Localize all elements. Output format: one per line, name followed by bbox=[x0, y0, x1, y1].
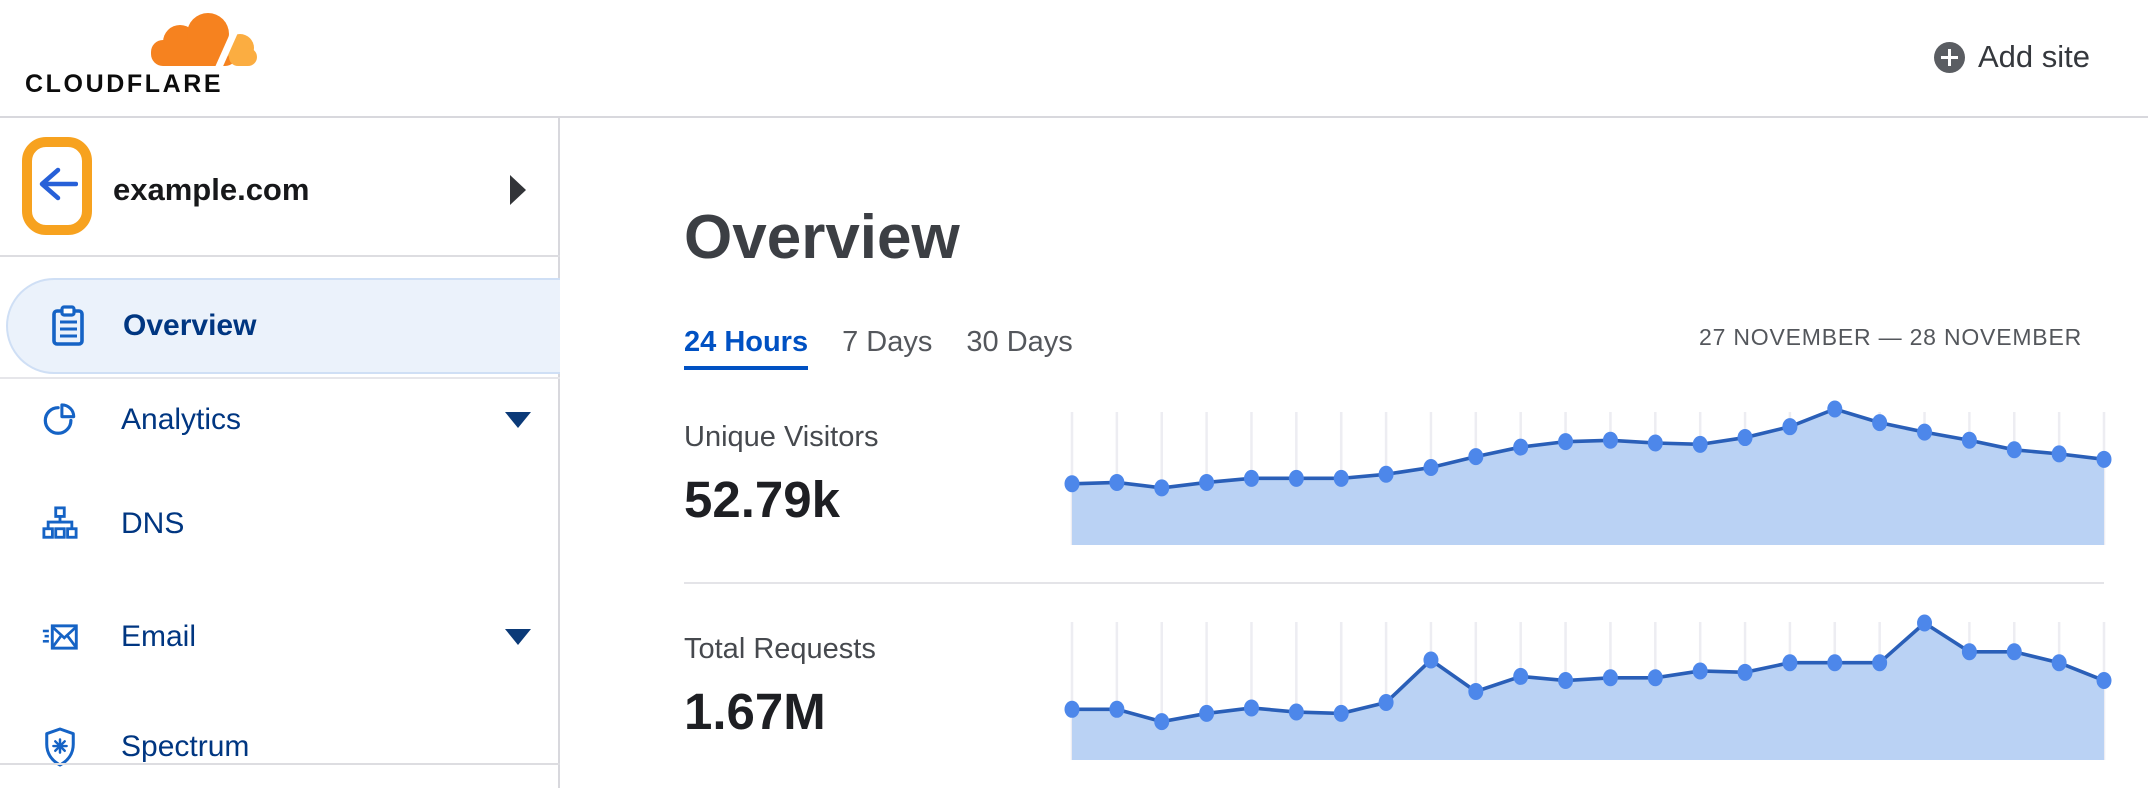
time-range-tabs: 24 Hours 7 Days 30 Days bbox=[684, 326, 1073, 370]
sidebar-item-label: Spectrum bbox=[121, 730, 250, 763]
plus-icon bbox=[1933, 41, 1965, 73]
sidebar-item-dns[interactable]: DNS bbox=[0, 493, 560, 555]
sidebar-item-label: Analytics bbox=[121, 403, 242, 436]
site-name[interactable]: example.com bbox=[113, 172, 310, 207]
sidebar: example.com Overview bbox=[0, 118, 560, 788]
top-header: CLOUDFLARE Add site bbox=[0, 0, 2148, 118]
pie-chart-icon bbox=[42, 400, 78, 440]
add-site-button[interactable]: Add site bbox=[1933, 38, 2090, 76]
sidebar-item-analytics[interactable]: Analytics bbox=[0, 389, 560, 451]
main-content: Overview 24 Hours 7 Days 30 Days 27 NOVE… bbox=[562, 118, 2148, 788]
annotation-highlight bbox=[22, 137, 92, 235]
back-button[interactable] bbox=[32, 147, 82, 225]
divider bbox=[684, 582, 2104, 584]
metric-label-unique-visitors: Unique Visitors bbox=[684, 421, 879, 453]
metric-label-total-requests: Total Requests bbox=[684, 633, 876, 665]
triangle-right-icon[interactable] bbox=[510, 175, 526, 205]
cloudflare-logo[interactable]: CLOUDFLARE bbox=[25, 8, 265, 100]
page-title: Overview bbox=[684, 203, 960, 272]
arrow-left-icon bbox=[36, 166, 79, 207]
sitemap-icon bbox=[42, 504, 78, 544]
divider bbox=[0, 255, 560, 257]
sidebar-item-label: Email bbox=[121, 620, 197, 653]
tab-30-days[interactable]: 30 Days bbox=[966, 326, 1073, 358]
chart-total-requests[interactable] bbox=[1064, 612, 2112, 764]
date-range-label: 27 NOVEMBER — 28 NOVEMBER bbox=[1699, 324, 2082, 350]
add-site-label: Add site bbox=[1977, 39, 2090, 74]
sidebar-item-overview[interactable]: Overview bbox=[6, 278, 560, 374]
metric-value-total-requests: 1.67M bbox=[684, 683, 826, 740]
divider bbox=[0, 763, 560, 765]
chevron-down-icon[interactable] bbox=[505, 629, 531, 645]
sidebar-item-label: DNS bbox=[121, 507, 185, 540]
tab-7-days[interactable]: 7 Days bbox=[842, 326, 933, 358]
chevron-down-icon[interactable] bbox=[505, 412, 531, 428]
sidebar-item-label: Overview bbox=[123, 309, 257, 342]
cloudflare-cloud-icon bbox=[25, 8, 265, 68]
clipboard-icon bbox=[50, 305, 86, 347]
email-icon bbox=[42, 617, 78, 657]
cloudflare-wordmark: CLOUDFLARE bbox=[25, 70, 224, 98]
divider bbox=[0, 377, 560, 379]
metric-value-unique-visitors: 52.79k bbox=[684, 471, 840, 528]
shield-icon bbox=[42, 727, 78, 767]
chart-unique-visitors[interactable] bbox=[1064, 400, 2112, 552]
sidebar-item-email[interactable]: Email bbox=[0, 606, 560, 668]
sidebar-item-spectrum[interactable]: Spectrum bbox=[0, 716, 560, 778]
tab-24-hours[interactable]: 24 Hours bbox=[684, 326, 809, 370]
